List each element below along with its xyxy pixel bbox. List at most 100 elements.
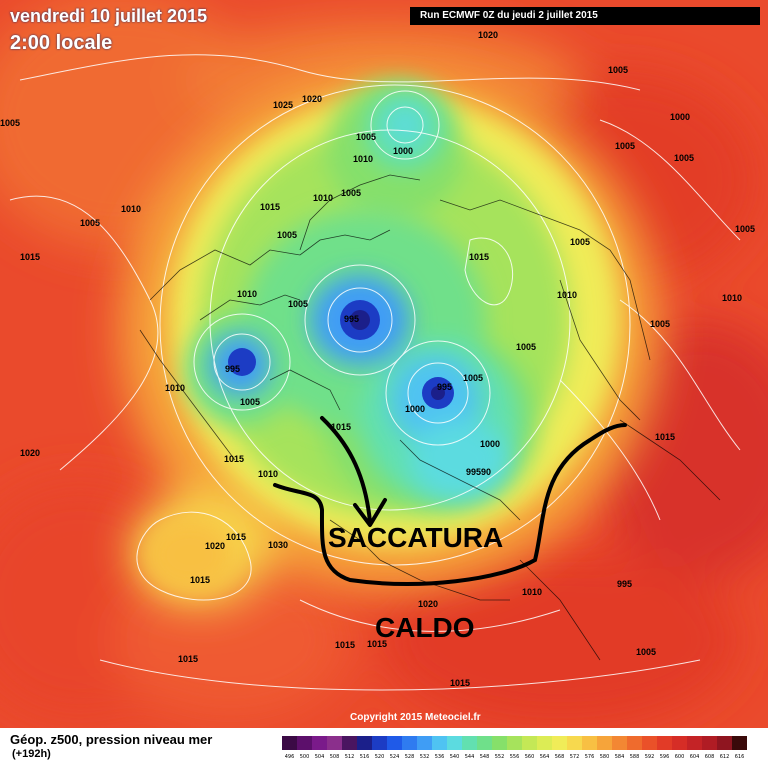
trough-arrow-head [353,498,387,527]
color-scale-label: 516 [359,754,370,760]
color-scale-label: 592 [644,754,655,760]
color-scale-label: 556 [509,754,520,760]
isobar-label: 1005 [570,237,590,247]
color-scale-swatch [477,736,492,750]
color-scale-swatch [597,736,612,750]
color-scale-label: 596 [659,754,670,760]
color-scale-label: 612 [719,754,730,760]
geopotential-map: SACCATURA CALDO 995 995 995 1020 1025 10… [0,0,768,728]
color-scale [282,736,747,750]
color-scale-label: 584 [614,754,625,760]
legend-subtitle: (+192h) [12,748,51,760]
isobar-label: 1005 [341,188,361,198]
color-scale-swatch [282,736,297,750]
color-scale-swatch [612,736,627,750]
isobars [9,54,741,691]
color-scale-label: 536 [434,754,445,760]
color-scale-label: 544 [464,754,475,760]
isobar-label: 1015 [190,575,210,585]
color-scale-swatch [702,736,717,750]
low-label: 995 [437,382,452,392]
isobar-label: 1010 [313,193,333,203]
isobar-label: 1005 [356,132,376,142]
isobar-label: 1000 [393,146,413,156]
isobar-label: 1015 [655,432,675,442]
color-scale-label: 524 [389,754,400,760]
color-scale-label: 616 [734,754,745,760]
model-run-label: Run ECMWF 0Z du jeudi 2 juillet 2015 [410,7,760,25]
color-scale-swatch [522,736,537,750]
color-scale-swatch [417,736,432,750]
isobar-label: 1015 [224,454,244,464]
isobar-label: 1005 [636,647,656,657]
isobar-label: 1005 [516,342,536,352]
isobar-label: 1005 [0,118,20,128]
color-scale-swatch [312,736,327,750]
isobar-label: 1010 [522,587,542,597]
color-scale-label: 604 [689,754,700,760]
isobar-label: 1000 [670,112,690,122]
color-scale-swatch [402,736,417,750]
color-scale-labels: 496 500 504 508 512 516 520 524 528 532 536 540 544 5… [282,754,747,760]
isobar-label: 1000 [480,439,500,449]
isobar-label: 1010 [353,154,373,164]
color-scale-swatch [717,736,732,750]
color-scale-swatch [642,736,657,750]
color-scale-swatch [372,736,387,750]
isobar-label: 1015 [331,422,351,432]
isobar-label: 1000 [405,404,425,414]
color-scale-swatch [672,736,687,750]
color-scale-swatch [627,736,642,750]
color-scale-swatch [492,736,507,750]
isobar-label: 1015 [450,678,470,688]
isobar-label: 1010 [557,290,577,300]
isobar-label: 1005 [80,218,100,228]
color-scale-swatch [387,736,402,750]
isobar-label: 1005 [615,141,635,151]
color-scale-label: 512 [344,754,355,760]
isobar-label: 1020 [478,30,498,40]
isobar-label: 1005 [277,230,297,240]
color-scale-label: 520 [374,754,385,760]
isobar-label: 1015 [226,532,246,542]
coastlines [139,174,721,661]
color-scale-swatch [582,736,597,750]
color-scale-label: 508 [329,754,340,760]
isobar-label: 1015 [469,252,489,262]
isobar-label: 1015 [367,639,387,649]
color-scale-label: 496 [284,754,295,760]
color-scale-label: 564 [539,754,550,760]
color-scale-label: 528 [404,754,415,760]
isobar-label: 1030 [268,540,288,550]
forecast-date: vendredi 10 juillet 2015 [10,6,208,26]
isobar-label: 99590 [466,467,491,477]
legend-footer: Géop. z500, pression niveau mer (+192h) … [0,728,768,768]
isobar-label: 1025 [273,100,293,110]
color-scale-swatch [357,736,372,750]
low-label: 995 [225,364,240,374]
isobar-label: 1020 [20,448,40,458]
color-scale-label: 500 [299,754,310,760]
forecast-time: 2:00 locale [10,32,113,54]
color-scale-swatch [537,736,552,750]
color-scale-label: 548 [479,754,490,760]
color-scale-label: 588 [629,754,640,760]
copyright-text: Copyright 2015 Meteociel.fr [350,712,481,723]
isobar-label: 1015 [260,202,280,212]
color-scale-swatch [462,736,477,750]
isobar-label: 1020 [418,599,438,609]
color-scale-swatch [297,736,312,750]
isobar-label: 1005 [288,299,308,309]
color-scale-label: 572 [569,754,580,760]
color-scale-swatch [432,736,447,750]
color-scale-label: 600 [674,754,685,760]
color-scale-label: 552 [494,754,505,760]
isobar-label: 1020 [205,541,225,551]
trough-annotation: SACCATURA [328,522,503,553]
isobar-label: 1010 [722,293,742,303]
cold-core-2 [228,348,256,376]
isobar-label: 1005 [735,224,755,234]
color-scale-label: 580 [599,754,610,760]
isobar-labels: 1020 1025 1020 1005 1000 1005 1010 1015 … [0,30,755,688]
